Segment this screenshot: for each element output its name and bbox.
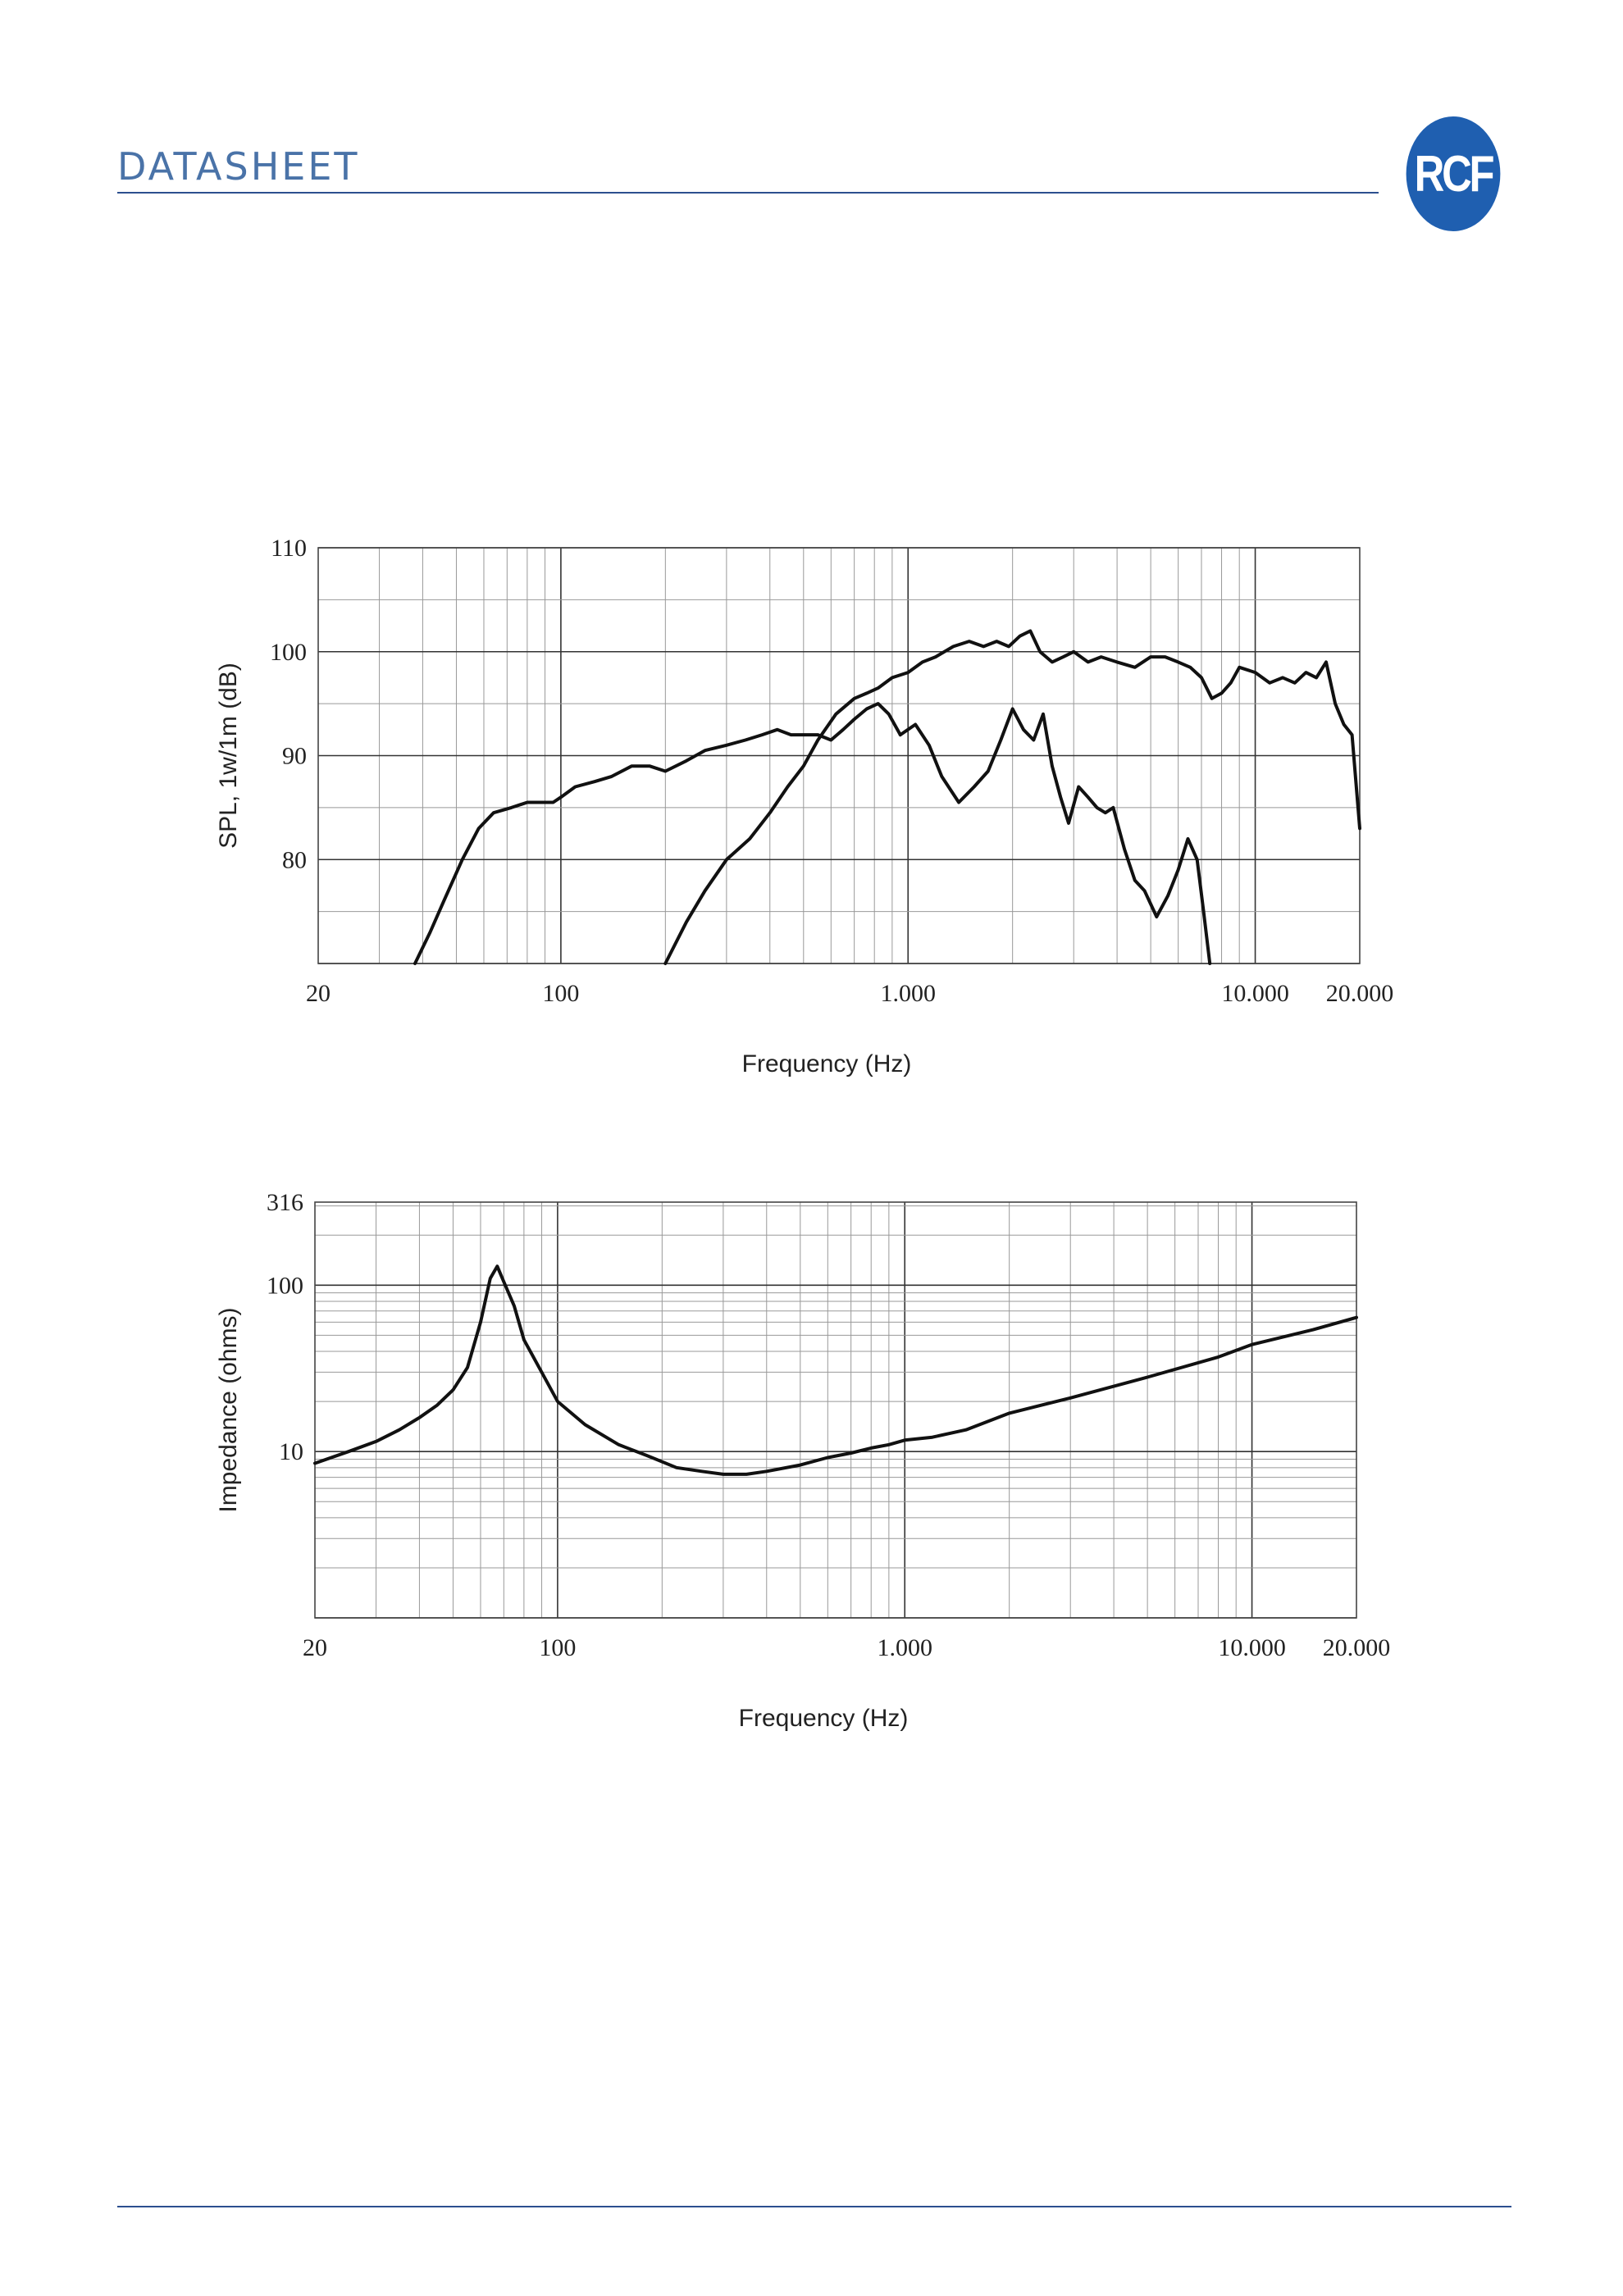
header-rule (117, 192, 1379, 194)
y-tick-label: 100 (267, 1272, 303, 1299)
series-line (413, 702, 902, 965)
y-axis-label: SPL, 1w/1m (dB) (215, 663, 242, 849)
x-axis-label: Frequency (Hz) (742, 1050, 912, 1077)
impedance-chart: 20 100 1.000 10.000 20.000 10 100 316 Frequency … (215, 1189, 1391, 1732)
y-tick-label: 90 (282, 743, 307, 770)
x-tick-label: 100 (539, 1634, 576, 1661)
y-axis-label: Impedance (ohms) (215, 1307, 242, 1512)
y-tick-label: 110 (271, 535, 307, 562)
footer-rule (117, 2206, 1511, 2207)
x-tick-label: 20 (306, 980, 331, 1007)
page-title: DATASHEET (117, 144, 360, 189)
plot-frame (317, 547, 1361, 964)
x-tick-label: 100 (542, 980, 579, 1007)
series-line (313, 1264, 1358, 1476)
x-tick-label: 20.000 (1326, 980, 1394, 1007)
x-tick-label: 10.000 (1218, 1634, 1286, 1661)
x-tick-label: 20.000 (1323, 1634, 1391, 1661)
x-tick-label: 20 (303, 1634, 327, 1661)
series-line (898, 707, 1212, 965)
plot-frame (314, 1201, 1357, 1619)
x-tick-label: 1.000 (880, 980, 936, 1007)
spl-frequency-response-chart: 20 100 1.000 10.000 20.000 80 90 100 110 Frequenc… (215, 535, 1394, 1077)
x-axis-label: Frequency (Hz) (739, 1705, 909, 1732)
y-tick-label: 10 (279, 1438, 303, 1465)
y-tick-label: 100 (270, 639, 307, 666)
y-tick-label: 80 (282, 846, 307, 873)
x-tick-label: 1.000 (877, 1634, 932, 1661)
series-line (663, 629, 1361, 965)
x-tick-label: 10.000 (1221, 980, 1289, 1007)
brand-logo: RCF (1406, 116, 1501, 231)
y-tick-label: 316 (267, 1189, 303, 1216)
